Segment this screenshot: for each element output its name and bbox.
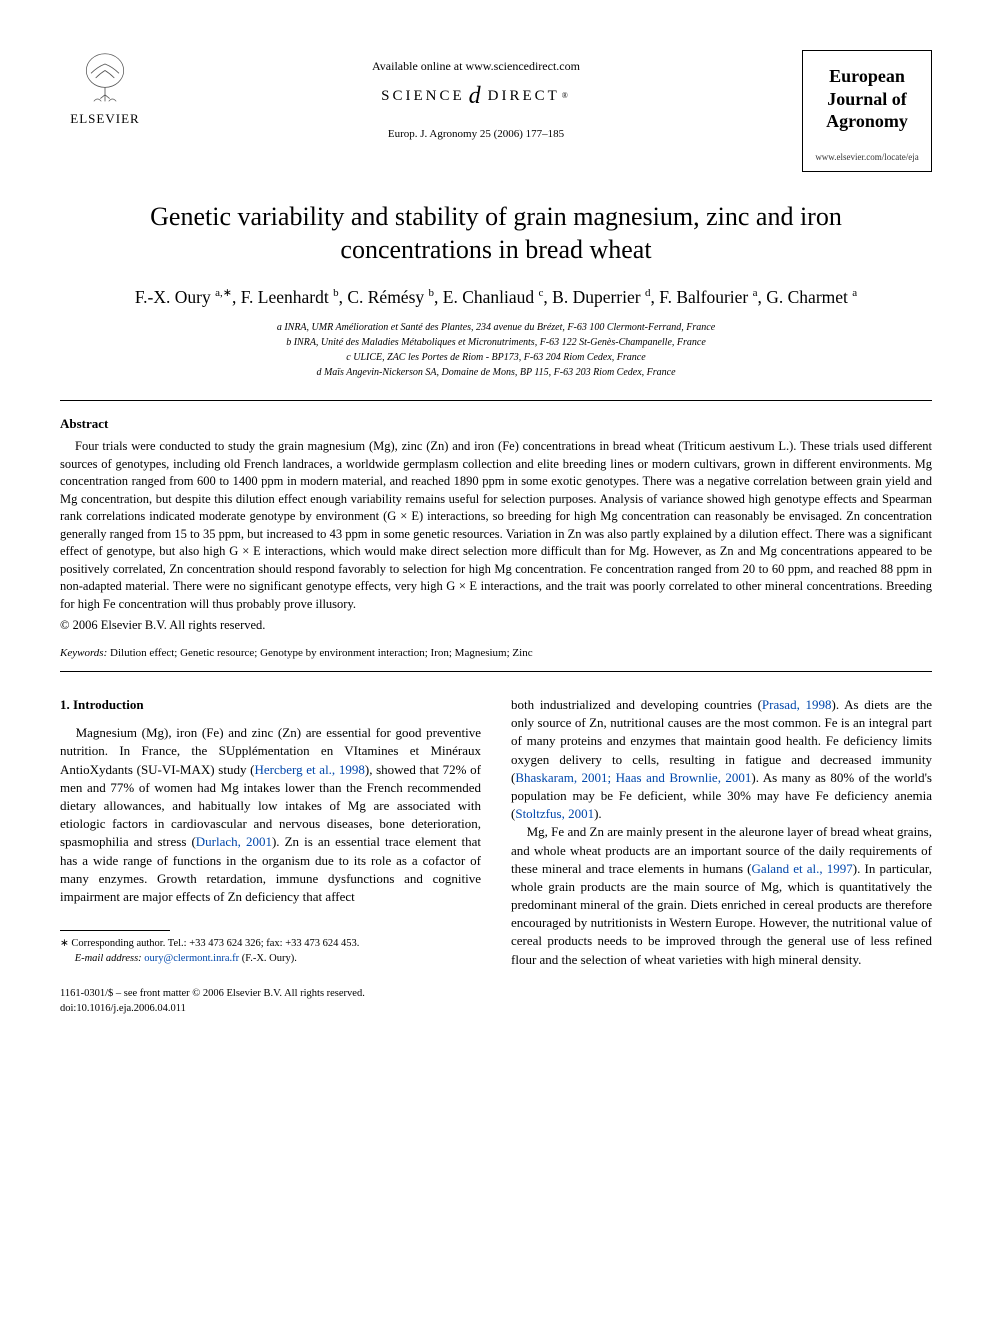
affiliation-d: d Maïs Angevin-Nickerson SA, Domaine de … xyxy=(60,365,932,380)
intro-para-left: Magnesium (Mg), iron (Fe) and zinc (Zn) … xyxy=(60,724,481,906)
abstract-copyright: © 2006 Elsevier B.V. All rights reserved… xyxy=(60,617,932,634)
sd-left: SCIENCE xyxy=(381,86,465,106)
front-matter-line: 1161-0301/$ – see front matter © 2006 El… xyxy=(60,987,932,1002)
affiliation-b: b INRA, Unité des Maladies Métaboliques … xyxy=(60,335,932,350)
body-columns: 1. Introduction Magnesium (Mg), iron (Fe… xyxy=(60,696,932,969)
sd-rmark: ® xyxy=(562,91,571,102)
keywords-text: Dilution effect; Genetic resource; Genot… xyxy=(107,647,532,659)
keywords-label: Keywords: xyxy=(60,647,107,659)
header-center: Available online at www.sciencedirect.co… xyxy=(150,50,802,141)
author-list: F.-X. Oury a,∗, F. Leenhardt b, C. Rémés… xyxy=(60,285,932,310)
keywords-line: Keywords: Dilution effect; Genetic resou… xyxy=(60,646,932,661)
journal-reference: Europ. J. Agronomy 25 (2006) 177–185 xyxy=(150,127,802,142)
email-address[interactable]: oury@clermont.inra.fr xyxy=(142,953,242,964)
email-suffix: (F.-X. Oury). xyxy=(242,953,297,964)
header-row: ELSEVIER Available online at www.science… xyxy=(60,50,932,172)
footnote-rule xyxy=(60,930,170,931)
affiliation-c: c ULICE, ZAC les Portes de Riom - BP173,… xyxy=(60,350,932,365)
available-online-text: Available online at www.sciencedirect.co… xyxy=(150,58,802,74)
page-footer: 1161-0301/$ – see front matter © 2006 El… xyxy=(60,987,932,1016)
section-1-heading: 1. Introduction xyxy=(60,696,481,714)
affiliation-a: a INRA, UMR Amélioration et Santé des Pl… xyxy=(60,320,932,335)
publisher-name: ELSEVIER xyxy=(70,110,139,128)
journal-url: www.elsevier.com/locate/eja xyxy=(809,151,925,163)
abstract-heading: Abstract xyxy=(60,415,932,433)
publisher-logo: ELSEVIER xyxy=(60,50,150,128)
footnote-block: ∗ Corresponding author. Tel.: +33 473 62… xyxy=(60,937,481,966)
abstract-body: Four trials were conducted to study the … xyxy=(60,438,932,613)
corresponding-author: ∗ Corresponding author. Tel.: +33 473 62… xyxy=(60,937,481,952)
intro-para-right-1: both industrialized and developing count… xyxy=(511,696,932,823)
sd-d-glyph: d xyxy=(469,80,484,112)
sciencedirect-logo: SCIENCE d DIRECT ® xyxy=(150,80,802,112)
left-column: 1. Introduction Magnesium (Mg), iron (Fe… xyxy=(60,696,481,969)
doi-line: doi:10.1016/j.eja.2006.04.011 xyxy=(60,1002,932,1017)
email-line: E-mail address: oury@clermont.inra.fr (F… xyxy=(60,952,481,967)
rule-top xyxy=(60,400,932,401)
intro-para-right-2: Mg, Fe and Zn are mainly present in the … xyxy=(511,823,932,969)
affiliations: a INRA, UMR Amélioration et Santé des Pl… xyxy=(60,320,932,380)
right-column: both industrialized and developing count… xyxy=(511,696,932,969)
elsevier-tree-icon xyxy=(77,50,133,106)
journal-box: European Journal of Agronomy www.elsevie… xyxy=(802,50,932,172)
article-title: Genetic variability and stability of gra… xyxy=(100,200,892,268)
journal-box-title: European Journal of Agronomy xyxy=(809,65,925,133)
rule-bottom xyxy=(60,671,932,672)
sd-right: DIRECT xyxy=(488,86,560,106)
email-label: E-mail address: xyxy=(75,953,142,964)
